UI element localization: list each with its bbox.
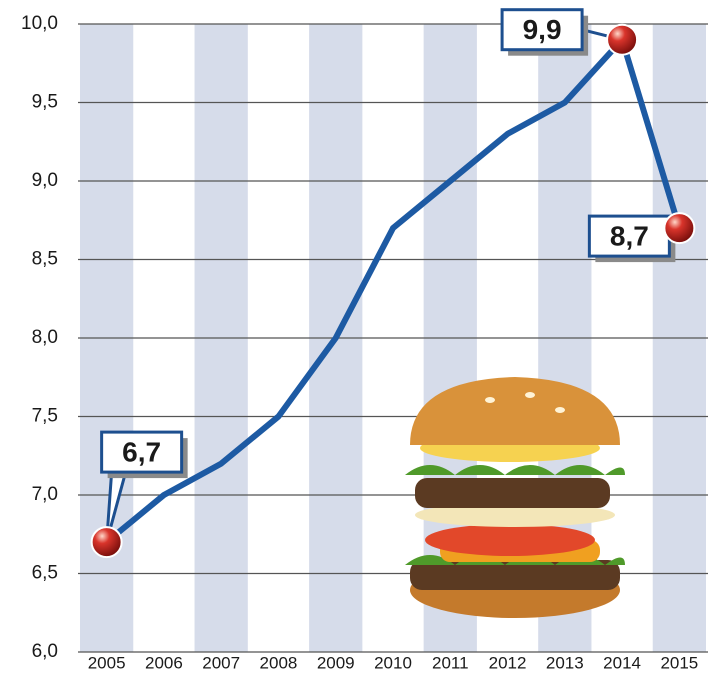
- y-tick-label: 7,0: [32, 484, 58, 505]
- grid: [78, 23, 708, 653]
- plot: 2005 2006 2007 2008 2009 2010 2011 2012 2013 2014…: [21, 8, 698, 672]
- x-tick-label: 2014: [603, 653, 641, 672]
- x-tick-label: 2005: [88, 653, 126, 672]
- y-tick-label: 8,5: [32, 249, 58, 270]
- x-tick-label: 2007: [202, 653, 240, 672]
- value-label: 6,7: [122, 436, 161, 467]
- callout-box: [500, 8, 584, 52]
- y-tick-label: 9,0: [32, 170, 58, 191]
- callout-box: [100, 430, 184, 474]
- y-tick-label: 8,0: [32, 327, 58, 348]
- y-tick-label: 10,0: [21, 13, 58, 34]
- callout-box: [587, 214, 671, 258]
- data-line: [104, 36, 683, 545]
- x-tick-label: 2013: [546, 653, 584, 672]
- x-tick-label: 2011: [432, 653, 469, 672]
- x-tick-label: 2006: [145, 653, 183, 672]
- x-tick-label: 2012: [489, 653, 527, 672]
- point-marker: [663, 212, 696, 245]
- y-tick-label: 9,5: [32, 92, 58, 113]
- y-tick-label: 7,5: [32, 406, 58, 427]
- burger-illustration: [405, 377, 625, 618]
- x-tick-label: 2015: [660, 653, 698, 672]
- y-tick-label: 6,0: [32, 641, 58, 662]
- point-marker: [606, 23, 639, 56]
- value-label: 8,7: [610, 220, 649, 251]
- x-tick-label: 2009: [317, 653, 355, 672]
- y-tick-label: 6,5: [32, 563, 58, 584]
- x-tick-label: 2010: [374, 653, 412, 672]
- point-marker: [90, 526, 123, 559]
- value-label: 9,9: [523, 14, 562, 45]
- x-tick-label: 2008: [260, 653, 298, 672]
